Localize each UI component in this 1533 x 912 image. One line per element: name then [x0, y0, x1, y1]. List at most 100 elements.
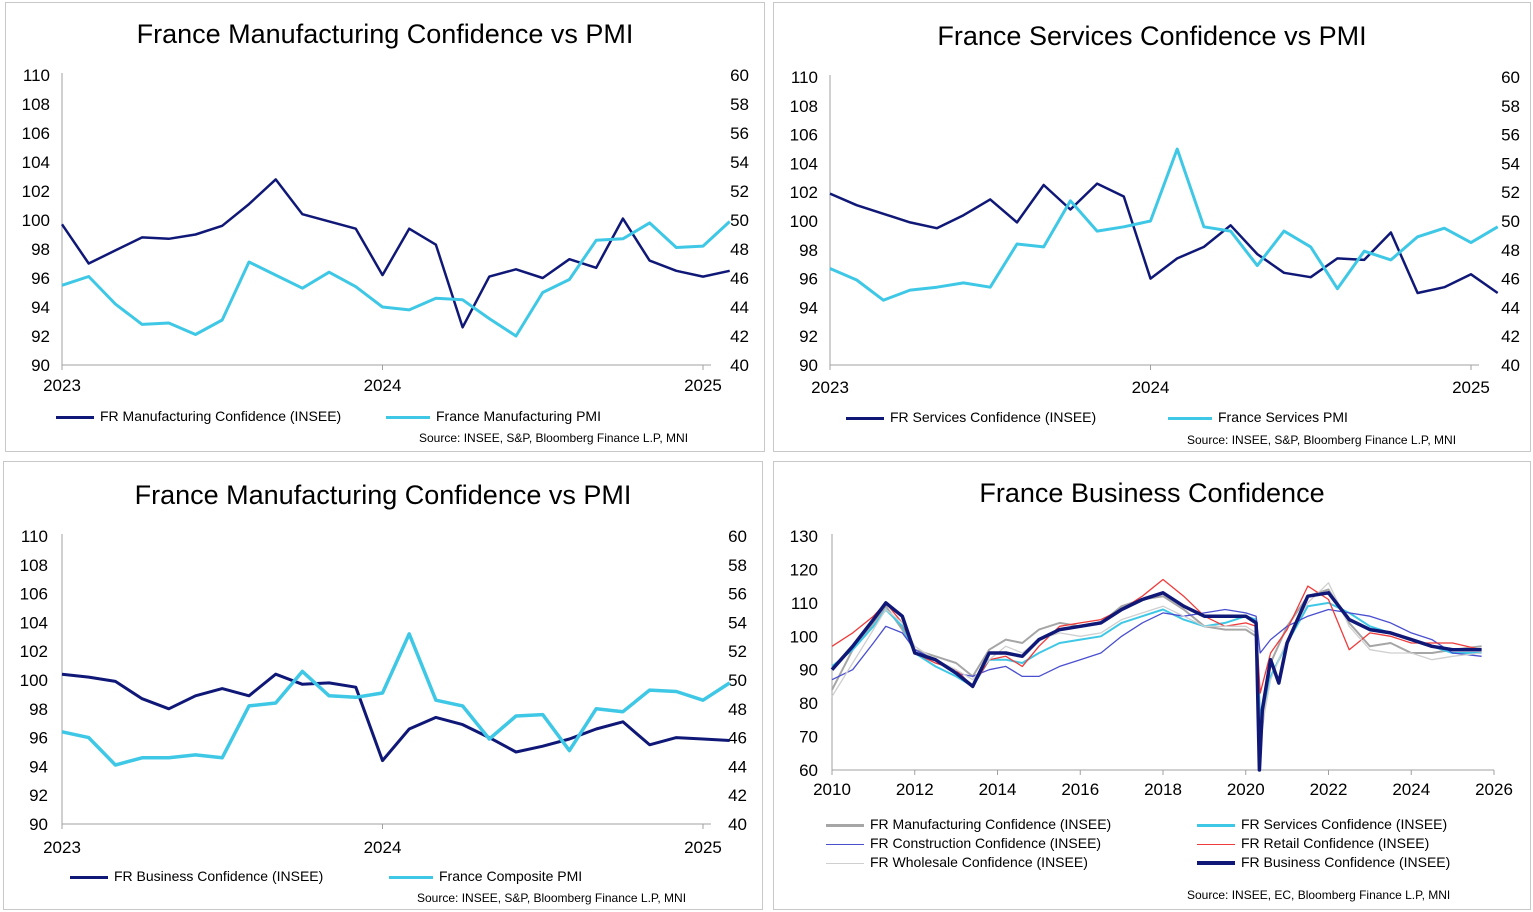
legend-item-retail: FR Retail Confidence (INSEE) — [1197, 835, 1429, 851]
legend-label: FR Manufacturing Confidence (INSEE) — [870, 816, 1112, 832]
x-tick-label: 2018 — [1144, 780, 1182, 799]
y2-tick-label: 42 — [728, 786, 747, 805]
legend-label: FR Business Confidence (INSEE) — [114, 868, 324, 884]
y2-tick-label: 52 — [1501, 183, 1520, 202]
legend-item-confidence: FR Services Confidence (INSEE) — [846, 409, 1096, 425]
series-line-fr-services-confidence-insee- — [829, 182, 1499, 295]
legend-label: FR Services Confidence (INSEE) — [1241, 816, 1448, 832]
y-tick-label: 110 — [791, 68, 818, 87]
y2-tick-label: 42 — [1501, 327, 1520, 346]
y-tick-label: 98 — [29, 700, 48, 719]
chart-panel-manufacturing: France Manufacturing Confidence vs PMI 1… — [5, 2, 765, 452]
legend-label: France Composite PMI — [439, 868, 583, 884]
legend-swatch — [70, 875, 108, 879]
chart-panel-services: France Services Confidence vs PMI 110 108… — [773, 2, 1531, 452]
y2-tick-label: 60 — [730, 66, 749, 85]
y2-tick-label: 58 — [728, 556, 747, 575]
x-tick-label: 2025 — [1452, 378, 1490, 397]
x-tick-label: 2020 — [1227, 780, 1265, 799]
y2-tick-label: 40 — [1501, 356, 1520, 375]
chart-panel-business: France Business Confidence 130 120 110 100 9… — [773, 461, 1531, 910]
series-line-fr-services-confidence-insee- — [831, 601, 1482, 721]
series-line-fr-manufacturing-confidence-insee- — [831, 588, 1482, 745]
y2-tick-label: 44 — [1501, 298, 1520, 317]
y2-tick-label: 58 — [730, 95, 749, 114]
y2-tick-label: 60 — [728, 527, 747, 546]
y-tick-label: 100 — [22, 211, 50, 230]
chart-plot: 110 108 106 104 102 100 98 96 94 92 90 60 58 56 54 52 50… — [790, 68, 1520, 397]
y-tick-label: 102 — [790, 183, 818, 202]
x-tick-label: 2014 — [979, 780, 1017, 799]
legend-label: FR Retail Confidence (INSEE) — [1241, 835, 1430, 851]
legend-item-wholesale: FR Wholesale Confidence (INSEE) — [826, 854, 1088, 870]
legend-swatch — [56, 415, 94, 419]
y-tick-label: 108 — [22, 95, 50, 114]
x-tick-label: 2025 — [684, 376, 722, 395]
legend-swatch — [1197, 843, 1235, 845]
y2-tick-label: 46 — [730, 269, 749, 288]
legend-label: FR Wholesale Confidence (INSEE) — [870, 854, 1088, 870]
y2-tick-label: 42 — [730, 327, 749, 346]
legend-swatch — [846, 416, 884, 420]
y-tick-label: 120 — [790, 560, 818, 579]
y-tick-label: 104 — [790, 154, 818, 173]
y-tick-label: 100 — [20, 671, 48, 690]
x-tick-label: 2012 — [896, 780, 934, 799]
x-tick-label: 2025 — [684, 838, 722, 857]
y-tick-label: 90 — [799, 661, 818, 680]
x-tick-label: 2023 — [811, 378, 849, 397]
chart-title: France Services Confidence vs PMI — [937, 21, 1367, 51]
y-tick-label: 70 — [799, 728, 818, 747]
y-tick-label: 94 — [31, 298, 50, 317]
y-tick-label: 96 — [799, 270, 818, 289]
chart-title: France Manufacturing Confidence vs PMI — [136, 19, 634, 49]
y2-tick-label: 50 — [728, 671, 747, 690]
y2-tick-label: 48 — [730, 240, 749, 259]
source-note: Source: INSEE, S&P, Bloomberg Finance L.… — [1187, 433, 1457, 447]
y2-tick-label: 54 — [730, 153, 749, 172]
y-tick-label: 102 — [22, 182, 50, 201]
y-tick-label: 110 — [23, 66, 50, 85]
y2-tick-label: 48 — [1501, 241, 1520, 260]
legend-label: FR Services Confidence (INSEE) — [890, 409, 1097, 425]
y-tick-label: 92 — [29, 786, 48, 805]
series-line-fr-retail-confidence-insee- — [831, 578, 1482, 694]
y-tick-label: 106 — [22, 124, 50, 143]
y-tick-label: 90 — [29, 815, 48, 834]
y2-tick-label: 58 — [1501, 97, 1520, 116]
series-line-fr-manufacturing-confidence-insee- — [60, 178, 730, 329]
y-tick-label: 108 — [20, 556, 48, 575]
y-tick-label: 106 — [790, 126, 818, 145]
y2-tick-label: 44 — [730, 298, 749, 317]
legend-swatch — [1197, 861, 1235, 866]
y-tick-label: 94 — [799, 298, 818, 317]
chart-panel-composite: France Manufacturing Confidence vs PMI 1… — [3, 461, 763, 910]
y2-tick-label: 56 — [728, 585, 747, 604]
legend-swatch — [386, 415, 430, 419]
y2-tick-label: 52 — [728, 642, 747, 661]
y-tick-label: 100 — [790, 627, 818, 646]
x-tick-label: 2024 — [364, 376, 402, 395]
y-tick-label: 102 — [20, 642, 48, 661]
y2-tick-label: 44 — [728, 757, 747, 776]
y2-tick-label: 60 — [1501, 68, 1520, 87]
x-tick-label: 2024 — [1392, 780, 1430, 799]
source-note: Source: INSEE, S&P, Bloomberg Finance L.… — [419, 431, 689, 445]
x-tick-label: 2010 — [813, 780, 851, 799]
y-tick-label: 98 — [799, 241, 818, 260]
legend-swatch — [1168, 416, 1212, 420]
series-line-france-composite-pmi — [61, 632, 731, 767]
x-tick-label: 2024 — [364, 838, 402, 857]
y2-tick-label: 50 — [730, 211, 749, 230]
series-line-france-services-pmi — [829, 147, 1499, 302]
legend-label: FR Construction Confidence (INSEE) — [870, 835, 1102, 851]
y2-tick-label: 46 — [728, 729, 747, 748]
y-tick-label: 92 — [31, 327, 50, 346]
source-note: Source: INSEE, S&P, Bloomberg Finance L.… — [417, 891, 687, 905]
y2-tick-label: 52 — [730, 182, 749, 201]
y-tick-label: 110 — [21, 527, 48, 546]
y2-tick-label: 46 — [1501, 270, 1520, 289]
legend-item-pmi: France Composite PMI — [389, 868, 582, 884]
y-tick-label: 60 — [799, 761, 818, 780]
